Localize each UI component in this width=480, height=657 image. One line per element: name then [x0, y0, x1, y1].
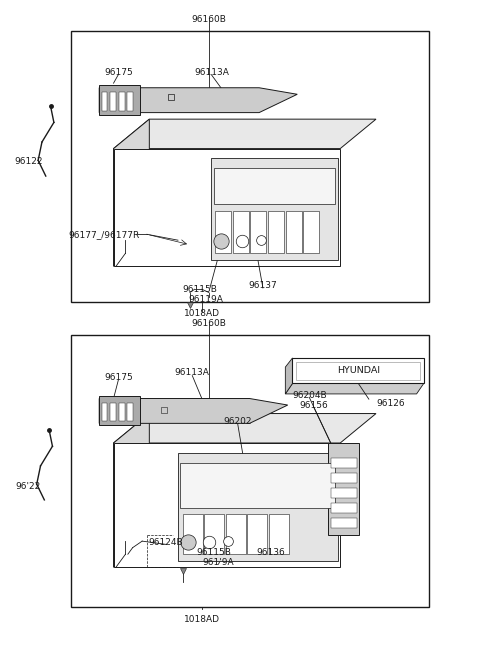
Polygon shape: [285, 358, 292, 394]
Polygon shape: [114, 413, 149, 567]
Bar: [119, 403, 124, 421]
Polygon shape: [292, 358, 424, 384]
Bar: [233, 211, 249, 253]
Polygon shape: [114, 119, 376, 148]
Bar: [211, 158, 338, 260]
Text: 1018AD: 1018AD: [184, 309, 220, 318]
Text: 96160B: 96160B: [192, 15, 227, 24]
Bar: [247, 514, 267, 555]
Bar: [204, 514, 224, 555]
Bar: [180, 463, 336, 509]
Text: 96113A: 96113A: [194, 68, 229, 77]
Bar: [110, 93, 116, 110]
Bar: [331, 488, 357, 498]
Bar: [102, 93, 108, 110]
Text: 96124B: 96124B: [149, 538, 183, 547]
Text: 96202: 96202: [223, 417, 252, 426]
Bar: [178, 453, 338, 560]
Bar: [183, 514, 203, 555]
Bar: [71, 335, 429, 606]
Text: 96115B: 96115B: [182, 284, 217, 294]
Text: 96177_/96177R: 96177_/96177R: [68, 230, 140, 238]
Bar: [226, 514, 246, 555]
Text: 961'9A: 961'9A: [203, 558, 234, 566]
Bar: [303, 211, 319, 253]
Bar: [102, 403, 108, 421]
Text: 96119A: 96119A: [188, 294, 223, 304]
Bar: [119, 93, 124, 110]
Bar: [269, 514, 288, 555]
Bar: [71, 31, 429, 302]
Bar: [331, 503, 357, 513]
Bar: [331, 518, 357, 528]
Text: 96'22: 96'22: [15, 482, 40, 491]
Bar: [99, 85, 140, 114]
Polygon shape: [114, 119, 149, 266]
Polygon shape: [296, 362, 420, 380]
Bar: [286, 211, 301, 253]
Bar: [127, 403, 133, 421]
Text: 96175: 96175: [104, 68, 132, 77]
Text: 96156: 96156: [300, 401, 328, 410]
Text: 96113A: 96113A: [175, 369, 210, 378]
Bar: [251, 211, 266, 253]
Bar: [99, 396, 140, 425]
Text: 96175: 96175: [104, 373, 132, 382]
Text: 96126: 96126: [376, 399, 405, 408]
Text: 96160B: 96160B: [192, 319, 227, 328]
Text: 96122: 96122: [15, 157, 43, 166]
Polygon shape: [114, 443, 340, 567]
Polygon shape: [114, 413, 376, 443]
Bar: [127, 93, 133, 110]
Polygon shape: [99, 399, 288, 423]
Bar: [110, 403, 116, 421]
Bar: [214, 168, 336, 204]
Polygon shape: [99, 88, 297, 112]
Bar: [215, 211, 231, 253]
Bar: [331, 458, 357, 468]
Text: 96137: 96137: [249, 281, 277, 290]
Bar: [328, 443, 360, 535]
Polygon shape: [114, 148, 340, 266]
Bar: [331, 473, 357, 483]
Polygon shape: [285, 384, 424, 394]
Text: HYUNDAI: HYUNDAI: [337, 366, 380, 375]
Text: 1018AD: 1018AD: [184, 615, 220, 624]
Text: 96136: 96136: [257, 548, 286, 556]
Text: 96204B: 96204B: [292, 391, 326, 399]
Text: 96115B: 96115B: [196, 548, 231, 556]
Bar: [268, 211, 284, 253]
